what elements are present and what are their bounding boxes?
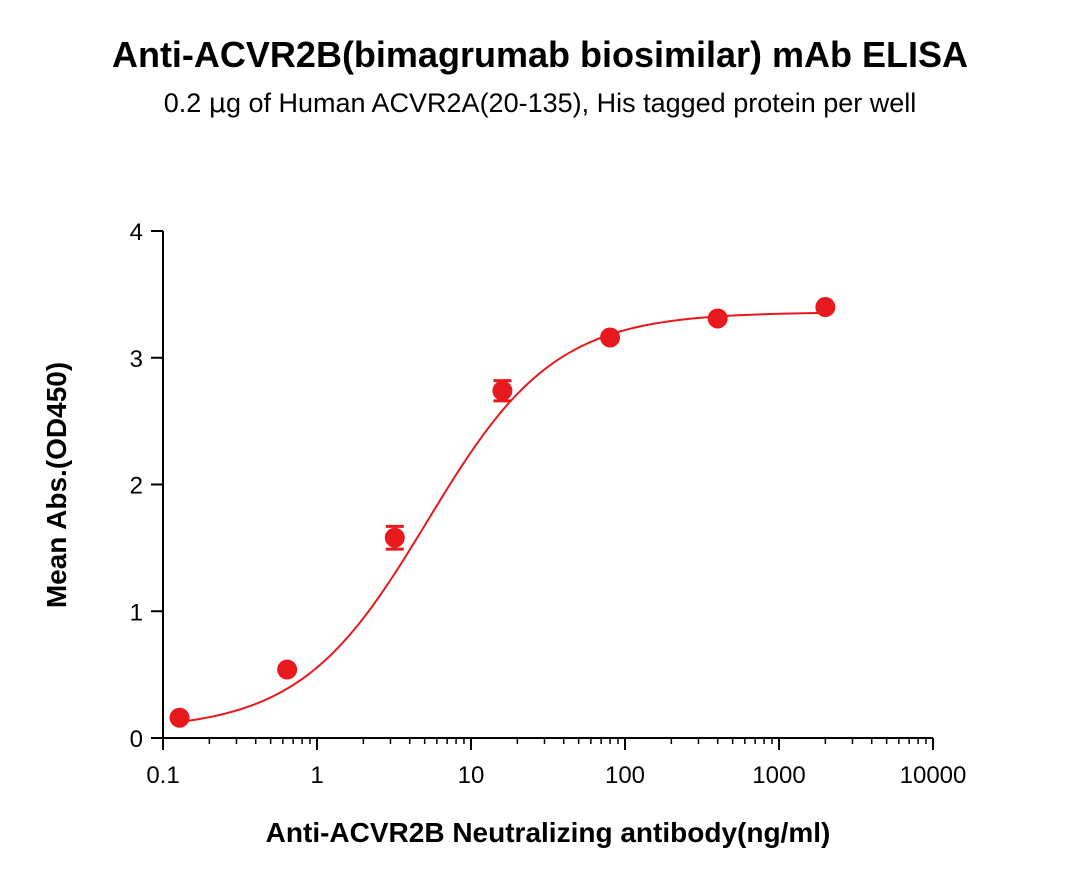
x-tick-label: 10 (458, 762, 485, 789)
y-tick-label: 2 (130, 473, 143, 500)
y-tick-label: 0 (130, 726, 143, 753)
x-tick-label: 1 (310, 762, 323, 789)
x-tick-label: 10000 (900, 762, 967, 789)
data-point (277, 659, 298, 680)
ticks: 0 1 2 3 4 0.1 1 10 100 1000 10000 (130, 219, 967, 789)
data-point (169, 707, 190, 728)
x-tick-label: 0.1 (146, 762, 179, 789)
data-point (707, 308, 728, 329)
x-axis-title: Anti-ACVR2B Neutralizing antibody(ng/ml) (266, 817, 831, 848)
error-bars (385, 379, 512, 551)
chart-title: Anti-ACVR2B(bimagrumab biosimilar) mAb E… (111, 34, 969, 75)
data-point (492, 380, 513, 401)
chart-subtitle: 0.2 μg of Human ACVR2A(20-135), His tagg… (0, 88, 1080, 119)
x-tick-label: 1000 (752, 762, 805, 789)
data-points (169, 297, 836, 728)
y-tick-label: 3 (130, 346, 143, 373)
x-tick-label: 100 (605, 762, 645, 789)
y-tick-label: 1 (130, 599, 143, 626)
data-point (384, 527, 405, 548)
subtitle-unit: μ (208, 88, 226, 119)
fit-curve (179, 311, 826, 724)
y-tick-label: 4 (130, 219, 143, 246)
data-point (600, 327, 621, 348)
subtitle-prefix: 0.2 (163, 88, 209, 118)
data-point (815, 297, 836, 318)
subtitle-rest: g of Human ACVR2A(20-135), His tagged pr… (225, 88, 917, 118)
y-axis-title: Mean Abs.(OD450) (41, 362, 72, 608)
